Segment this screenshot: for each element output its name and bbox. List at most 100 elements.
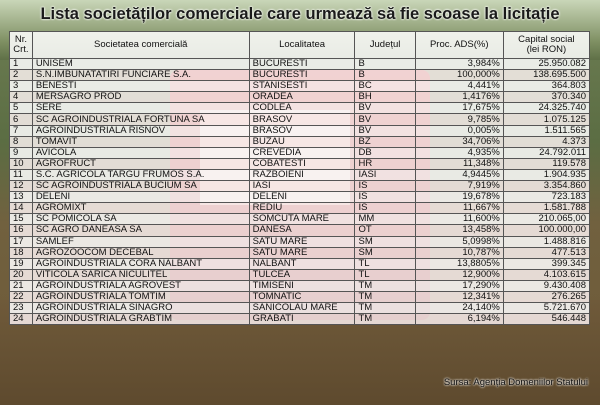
table-row: 19 AGROINDUSTRIALA CORA NALBANT NALBANT TL 1… — [9, 257, 591, 270]
cell-proc: 4,935% — [414, 146, 504, 159]
cell-judet: SM — [354, 235, 416, 248]
cell-proc: 17,675% — [414, 102, 504, 115]
table-row: 24 AGROINDUSTRIALA GRABTIM GRABATI TM 6,194%… — [9, 313, 591, 326]
cell-judet: IASI — [354, 168, 416, 182]
cell-proc: 4,441% — [414, 80, 504, 93]
cell-capital: 1.581.788 — [502, 202, 591, 215]
cell-judet: BV — [354, 124, 416, 137]
cell-proc: 1,4176% — [414, 91, 504, 104]
cell-judet: TM — [354, 313, 416, 326]
cell-localitate: GRABATI — [248, 313, 356, 326]
page-title: Lista societăților comerciale care urmea… — [40, 5, 560, 23]
cell-nr: 19 — [9, 257, 33, 270]
cell-capital: 4.373 — [502, 135, 591, 148]
cell-nr: 16 — [9, 224, 33, 237]
companies-table: Nr. Crt. Societatea comercială Localitate… — [9, 31, 591, 326]
cell-societate: SERE — [31, 102, 250, 115]
cell-judet: TM — [354, 279, 416, 292]
table-row: 22 AGROINDUSTRIALA TOMTIM TOMNATIC TM 12,341… — [9, 290, 591, 304]
cell-proc: 24,140% — [414, 302, 504, 315]
cell-proc: 17,290% — [414, 279, 504, 292]
cell-societate: SC POMICOLA SA — [31, 213, 250, 226]
cell-capital: 370.340 — [502, 91, 591, 104]
cell-proc: 3,984% — [414, 57, 504, 71]
cell-societate: S.C. AGRICOLA TARGU FRUMOS S.A. — [31, 168, 250, 182]
cell-nr: 10 — [9, 157, 33, 170]
cell-judet: TM — [354, 290, 416, 304]
table-row: 23 AGROINDUSTRIALA SINAGRO SANICOLAU MARE T… — [9, 302, 591, 315]
cell-societate: SC AGROINDUSTRIALA FORTUNA SA — [31, 113, 250, 126]
table-row: 16 SC AGRO DANEASA SA DANESA OT 13,458% 100.0… — [9, 224, 591, 237]
cell-localitate: DANESA — [248, 224, 356, 237]
cell-societate: BENESTI — [31, 80, 250, 93]
cell-capital: 24.325.740 — [502, 102, 591, 115]
cell-capital: 4.103.615 — [502, 268, 591, 281]
cell-localitate: SATU MARE — [248, 246, 356, 259]
cell-judet: MM — [354, 213, 416, 226]
cell-societate: AGROZOOCOM DECEBAL — [31, 246, 250, 259]
header-capital: Capital social (lei RON) — [502, 31, 591, 59]
cell-judet: BC — [354, 80, 416, 93]
table-row: 17 SAMLEF SATU MARE SM 5,0998% 1.488.816 — [9, 235, 591, 248]
cell-nr: 11 — [9, 168, 33, 182]
cell-localitate: ORADEA — [248, 91, 356, 104]
cell-localitate: TULCEA — [248, 268, 356, 281]
cell-societate: AGROMIXT — [31, 202, 250, 215]
cell-proc: 11,348% — [414, 157, 504, 170]
cell-societate: TOMAVIT — [31, 135, 250, 148]
cell-capital: 119.578 — [502, 157, 591, 170]
cell-proc: 10,787% — [414, 246, 504, 259]
cell-societate: AGROINDUSTRIALA SINAGRO — [31, 302, 250, 315]
cell-nr: 6 — [9, 113, 33, 126]
cell-nr: 2 — [9, 69, 33, 82]
cell-proc: 11,600% — [414, 213, 504, 226]
cell-nr: 12 — [9, 180, 33, 193]
cell-capital: 276.265 — [502, 290, 591, 304]
cell-judet: B — [354, 57, 416, 71]
cell-societate: AGROINDUSTRIALA RISNOV — [31, 124, 250, 137]
cell-proc: 19,678% — [414, 191, 504, 204]
table-row: 10 AGROFRUCT COBATESTI HR 11,348% 119.578 — [9, 157, 591, 170]
cell-judet: TM — [354, 302, 416, 315]
cell-localitate: COBATESTI — [248, 157, 356, 170]
cell-judet: TL — [354, 268, 416, 281]
cell-judet: BH — [354, 91, 416, 104]
cell-nr: 24 — [9, 313, 33, 326]
cell-capital: 1.511.565 — [502, 124, 591, 137]
cell-nr: 20 — [9, 268, 33, 281]
cell-judet: BV — [354, 113, 416, 126]
cell-proc: 12,341% — [414, 290, 504, 304]
table-row: 6 SC AGROINDUSTRIALA FORTUNA SA BRASOV BV 9,… — [9, 113, 591, 126]
cell-societate: AGROFRUCT — [31, 157, 250, 170]
cell-societate: SAMLEF — [31, 235, 250, 248]
cell-capital: 1.904.935 — [502, 168, 591, 182]
cell-societate: SC AGRO DANEASA SA — [31, 224, 250, 237]
cell-localitate: SANICOLAU MARE — [248, 302, 356, 315]
table-row: 11 S.C. AGRICOLA TARGU FRUMOS S.A. RAZBOIE… — [9, 168, 591, 182]
table-header-row: Nr. Crt. Societatea comercială Localitate… — [9, 31, 591, 59]
cell-nr: 13 — [9, 191, 33, 204]
cell-judet: OT — [354, 224, 416, 237]
cell-capital: 3.354.860 — [502, 180, 591, 193]
table-row: 4 MERSAGRO PROD ORADEA BH 1,4176% 370.340 — [9, 91, 591, 104]
table-row: 18 AGROZOOCOM DECEBAL SATU MARE SM 10,787% 47… — [9, 246, 591, 259]
table-row: 5 SERE CODLEA BV 17,675% 24.325.740 — [9, 102, 591, 115]
cell-nr: 4 — [9, 91, 33, 104]
cell-localitate: NALBANT — [248, 257, 356, 270]
cell-societate: MERSAGRO PROD — [31, 91, 250, 104]
cell-localitate: TIMISENI — [248, 279, 356, 292]
table-row: 14 AGROMIXT REDIU IS 11,667% 1.581.788 — [9, 202, 591, 215]
cell-nr: 23 — [9, 302, 33, 315]
cell-proc: 6,194% — [414, 313, 504, 326]
cell-judet: BV — [354, 102, 416, 115]
cell-nr: 15 — [9, 213, 33, 226]
cell-societate: DELENI — [31, 191, 250, 204]
cell-societate: AGROINDUSTRIALA CORA NALBANT — [31, 257, 250, 270]
cell-societate: AGROINDUSTRIALA AGROVEST — [31, 279, 250, 292]
table-row: 20 VITICOLA SARICA NICULITEL TULCEA TL 12,90… — [9, 268, 591, 281]
cell-localitate: SOMCUTA MARE — [248, 213, 356, 226]
cell-localitate: TOMNATIC — [248, 290, 356, 304]
cell-localitate: DELENI — [248, 191, 356, 204]
cell-localitate: IASI — [248, 180, 356, 193]
cell-localitate: BRASOV — [248, 124, 356, 137]
